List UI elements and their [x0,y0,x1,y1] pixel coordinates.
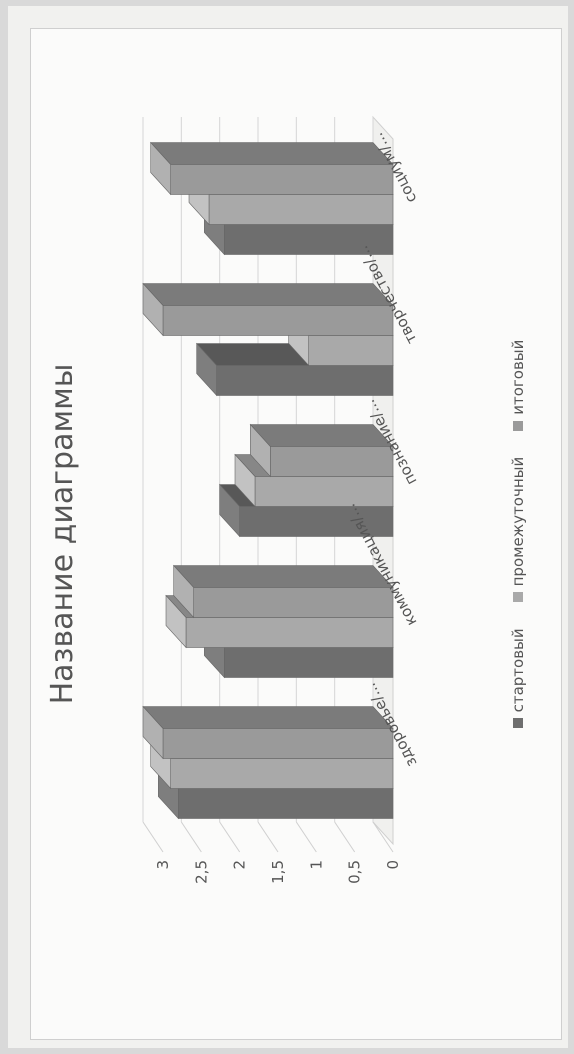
legend-item: стартовый [509,628,527,729]
gridline-side [219,821,241,853]
bar [170,758,394,789]
legend-label: итоговый [509,339,527,415]
legend-label: стартовый [509,628,527,713]
paper-background: Название диаграммы 0 0,5 1 1,5 2 2,5 3 здоровь… [8,6,568,1048]
y-axis-ticks: 0 0,5 1 1,5 2 2,5 3 [154,860,402,884]
bar-side [142,283,394,306]
gridline-side [142,821,164,853]
legend: стартовый промежуточный итоговый [509,29,527,1039]
bar [254,476,394,507]
bar-top [142,282,164,337]
chart-plot: 00,511,522,53 здоровье/...коммуникация/.… [142,115,421,884]
gridline-side [257,821,279,853]
bar [193,587,394,618]
bar-top [234,453,256,508]
bar [162,728,394,759]
bar-top [219,483,240,538]
legend-label: промежуточный [509,456,527,587]
bar [308,335,394,366]
legend-item: промежуточный [509,457,527,603]
gridline-side [295,821,317,853]
bar [208,194,394,225]
bar-top [165,594,187,649]
y-tick-label: 2,5 [192,860,210,884]
bar [216,365,394,396]
y-tick-label: 2 [231,860,249,870]
bar [224,647,394,678]
gridline-side [180,821,202,853]
y-tick-label: 0,5 [346,860,364,884]
bar [170,164,394,195]
legend-swatch [513,420,523,431]
legend-item: итоговый [509,340,527,431]
gridline-side [334,821,356,853]
bar-side [172,565,394,588]
bar-top [142,705,164,760]
bar-side [149,142,394,165]
bar-top [196,342,217,397]
bars [142,141,394,820]
bar-top [173,564,194,619]
legend-swatch [513,592,523,603]
y-tick-label: 1 [307,860,325,870]
gridline-side [372,821,394,853]
bar-side [142,706,394,729]
y-tick-label: 1,5 [269,860,287,884]
bar-top [150,141,171,196]
rotated-chart: Название диаграммы 0 0,5 1 1,5 2 2,5 3 здоровь… [31,29,561,1039]
chart-frame: Название диаграммы 0 0,5 1 1,5 2 2,5 3 здоровь… [30,28,562,1040]
y-tick-label: 0 [384,860,402,870]
bar [185,617,394,648]
bar [178,788,394,819]
legend-swatch [513,718,523,729]
bar-top [250,423,271,478]
y-tick-label: 3 [154,860,172,870]
bar [162,305,394,336]
bar [270,446,394,477]
